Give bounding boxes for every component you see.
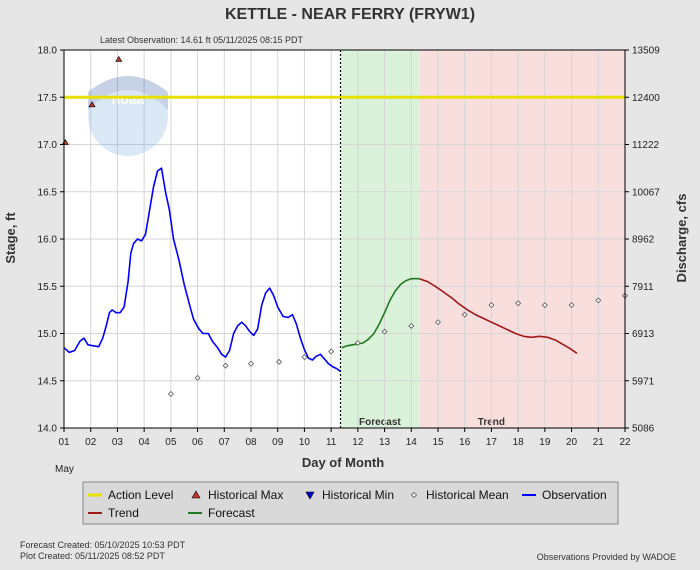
y-tick-label-left: 17.0: [38, 140, 58, 151]
chart-marks: [61, 50, 628, 428]
noaa-logo-bird: [88, 76, 168, 110]
x-tick-label: 15: [432, 437, 444, 448]
y-tick-label-left: 16.5: [38, 187, 58, 198]
x-tick-label: 05: [165, 437, 177, 448]
x-tick-label: 16: [459, 437, 471, 448]
noaa-logo-watermark: noaa: [88, 76, 168, 156]
y-tick-label-left: 15.5: [38, 282, 58, 293]
provider-text: Observations Provided by WADOE: [537, 552, 676, 562]
x-tick-label: 14: [406, 437, 418, 448]
historical-mean-point: [408, 322, 415, 329]
noaa-logo: noaa: [88, 76, 168, 156]
historical-mean-point: [301, 354, 308, 361]
y-tick-label-right: 12400: [632, 93, 660, 104]
x-tick-label: 08: [245, 437, 257, 448]
legend-swatch-hmax: [191, 490, 201, 499]
historical-max-point: [115, 55, 123, 62]
x-tick-label: 12: [352, 437, 364, 448]
x-tick-label: 10: [299, 437, 311, 448]
historical-mean-point: [167, 391, 174, 397]
x-tick-label: 09: [272, 437, 284, 448]
axes: 01 02 03 04 05 06 07 08 09 10 11 12 13 14 15 16 17 18 19 20…: [38, 46, 661, 449]
x-tick-label: 03: [112, 437, 124, 448]
historical-mean-point: [568, 302, 575, 309]
forecast-zone-label: Forecast: [359, 417, 401, 428]
x-tick-label: 11: [326, 437, 337, 448]
forecast-created-text: Forecast Created: 05/10/2025 10:53 PDT: [20, 540, 186, 550]
noaa-logo-text: noaa: [112, 91, 145, 107]
historical-mean-point: [248, 360, 254, 367]
legend-label-fcst: Forecast: [208, 506, 255, 520]
x-tick-label: 07: [219, 437, 231, 448]
x-tick-label: 02: [85, 437, 97, 448]
x-tick-label: 18: [513, 437, 525, 448]
x-tick-label: 04: [139, 437, 151, 448]
historical-mean-point: [381, 328, 388, 335]
y-tick-label-right: 6913: [632, 329, 655, 340]
historical-mean-point: [222, 362, 229, 369]
legend-label-hmean: Historical Mean: [426, 488, 509, 502]
x-tick-label: 06: [192, 437, 204, 448]
y-tick-label-right: 5086: [632, 424, 655, 435]
plot-created-text: Plot Created: 05/11/2025 08:52 PDT: [20, 551, 165, 561]
y-tick-label-right: 10067: [632, 187, 660, 198]
x-tick-label: 21: [593, 437, 605, 448]
observation-line: [63, 167, 341, 372]
legend-swatch-hmin: [305, 491, 315, 500]
latest-observation-text: Latest Observation: 14.61 ft 05/11/2025 …: [100, 35, 303, 45]
historical-mean-point: [541, 302, 548, 309]
historical-mean-point: [595, 297, 602, 304]
historical-mean-point: [354, 339, 361, 346]
x-tick-label: 19: [539, 437, 551, 448]
historical-mean-point: [328, 348, 335, 355]
historical-mean-point: [461, 311, 468, 318]
y-tick-label-left: 15.0: [38, 329, 58, 340]
historical-mean-point: [435, 319, 441, 326]
historical-mean-point: [194, 374, 201, 381]
x-tick-label: 13: [379, 437, 391, 448]
historical-mean-point: [488, 302, 495, 309]
y-tick-label-right: 7911: [632, 282, 654, 293]
x-tick-label: 01: [58, 437, 70, 448]
y-tick-label-right: 13509: [632, 46, 660, 57]
y-tick-label-right: 8962: [632, 235, 655, 246]
y-tick-label-left: 14.5: [38, 376, 58, 387]
month-label: May: [55, 464, 74, 475]
y-tick-label-left: 16.0: [38, 235, 58, 246]
y-axis-right-label: Discharge, cfs: [674, 194, 689, 283]
chart-title: KETTLE - NEAR FERRY (FRYW1): [225, 6, 475, 23]
x-axis-label: Day of Month: [302, 455, 384, 470]
y-tick-label-right: 11222: [632, 140, 660, 151]
legend-label-action: Action Level: [108, 488, 173, 502]
x-tick-label: 22: [619, 437, 631, 448]
legend-label-hmin: Historical Min: [322, 488, 394, 502]
forecast-line: [341, 277, 420, 349]
y-tick-label-left: 18.0: [38, 46, 58, 57]
historical-mean-point: [515, 300, 522, 307]
trend-line: [419, 277, 578, 354]
historical-max-point: [88, 101, 96, 108]
y-tick-label-left: 17.5: [38, 93, 58, 104]
legend-box: [82, 481, 619, 525]
legend-label-trend: Trend: [108, 506, 139, 520]
legend-label-hmax: Historical Max: [208, 488, 283, 502]
legend-swatch-hmean: [410, 491, 418, 499]
legend-label-obs: Observation: [542, 488, 607, 502]
y-tick-label-left: 14.0: [38, 424, 58, 435]
x-tick-label: 20: [566, 437, 578, 448]
x-tick-label: 17: [486, 437, 498, 448]
y-axis-left-label: Stage, ft: [3, 212, 18, 264]
legend: Action Level Historical Max Historical Min…: [82, 481, 619, 525]
y-tick-label-right: 5971: [632, 376, 655, 387]
historical-mean-point: [276, 358, 283, 365]
